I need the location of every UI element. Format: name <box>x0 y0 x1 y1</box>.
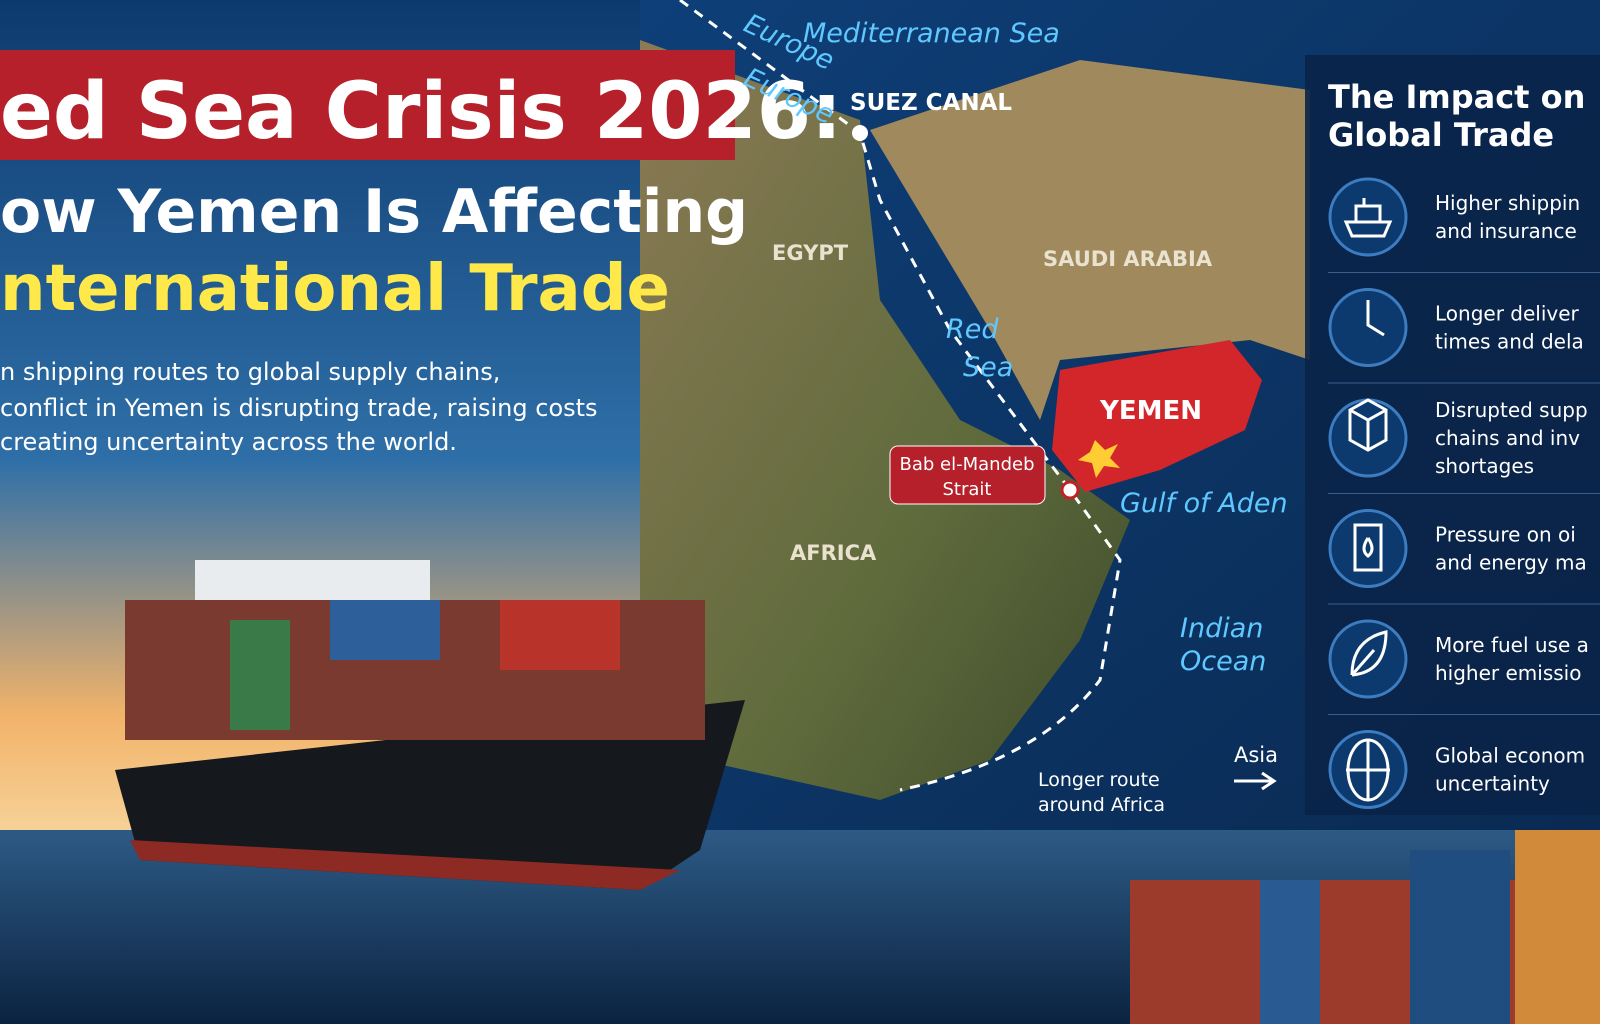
impact-icon <box>1350 630 1388 677</box>
title-banner <box>0 50 735 160</box>
impact-text: More fuel use a <box>1435 633 1589 657</box>
impact-text: Pressure on oi <box>1435 523 1576 547</box>
map-label: Asia <box>1234 743 1278 767</box>
intro-line: n shipping routes to global supply chain… <box>0 358 500 386</box>
map-label: Indian <box>1180 613 1263 644</box>
shipping-route <box>679 0 1122 792</box>
map-label: EGYPT <box>772 241 849 265</box>
impact-icon-circle <box>1328 177 1408 257</box>
intro-line: conflict in Yemen is disrupting trade, r… <box>0 394 598 422</box>
impact-text: higher emissio <box>1435 661 1581 685</box>
impact-text: and energy ma <box>1435 551 1587 575</box>
port-container-orange <box>1515 830 1600 1024</box>
container-blue <box>330 600 440 660</box>
map-label: YEMEN <box>1099 396 1202 426</box>
impact-icon <box>1346 738 1390 802</box>
strait-callout <box>889 445 1046 505</box>
map-label: Longer route <box>1038 769 1160 791</box>
title-line: nternational Trade <box>0 252 670 326</box>
intro-line: creating uncertainty across the world. <box>0 428 457 456</box>
map-label: Bab el-Mandeb <box>900 454 1035 475</box>
port-container-blue <box>1260 880 1320 1024</box>
impact-text: uncertainty <box>1435 772 1550 796</box>
suez-marker <box>852 125 868 141</box>
impact-icon <box>1366 300 1385 337</box>
map-label: Sea <box>963 352 1013 383</box>
map-label: AFRICA <box>790 541 877 565</box>
ship-hull <box>115 700 745 890</box>
title-line: ed Sea Crisis 2026: <box>0 67 842 157</box>
impact-icon <box>1353 523 1383 572</box>
impact-text: Disrupted supp <box>1435 398 1588 422</box>
impact-text: shortages <box>1435 454 1534 478</box>
impact-text: Global econom <box>1435 744 1585 768</box>
map-label: Gulf of Aden <box>1120 488 1288 519</box>
impact-icon-circle <box>1328 288 1408 367</box>
panel-title: The Impact on <box>1328 78 1585 116</box>
impact-icon <box>1343 198 1393 238</box>
impact-text: times and dela <box>1435 330 1584 354</box>
map-label: SAUDI ARABIA <box>1043 247 1213 271</box>
container-red <box>500 600 620 670</box>
africa-land <box>640 40 1130 800</box>
asia-arrow <box>1234 771 1277 791</box>
impact-list: Higher shippin and insurance Longer delive… <box>1328 177 1600 809</box>
panel-title: Global Trade <box>1328 116 1554 154</box>
map-label: Ocean <box>1180 646 1266 677</box>
port-container-blue-2 <box>1410 850 1510 1024</box>
impact-icon <box>1348 398 1388 452</box>
impact-icon-circle <box>1328 509 1408 588</box>
map-label: Strait <box>943 479 992 500</box>
impact-text: Longer deliver <box>1435 302 1580 326</box>
explosion-icon <box>1078 440 1120 478</box>
arabia-land <box>870 60 1310 420</box>
map-label: Red <box>946 314 999 345</box>
title-line: ow Yemen Is Affecting <box>0 177 748 247</box>
strait-marker <box>1060 480 1080 500</box>
container-green <box>230 620 290 730</box>
impact-text: chains and inv <box>1435 426 1580 450</box>
map-label: Mediterranean Sea <box>803 18 1060 49</box>
ship-hull-red <box>130 840 680 890</box>
map-label: SUEZ CANAL <box>850 90 1012 116</box>
impact-text: Higher shippin <box>1435 191 1580 215</box>
map-label: around Africa <box>1038 794 1165 816</box>
impact-text: and insurance <box>1435 219 1577 243</box>
